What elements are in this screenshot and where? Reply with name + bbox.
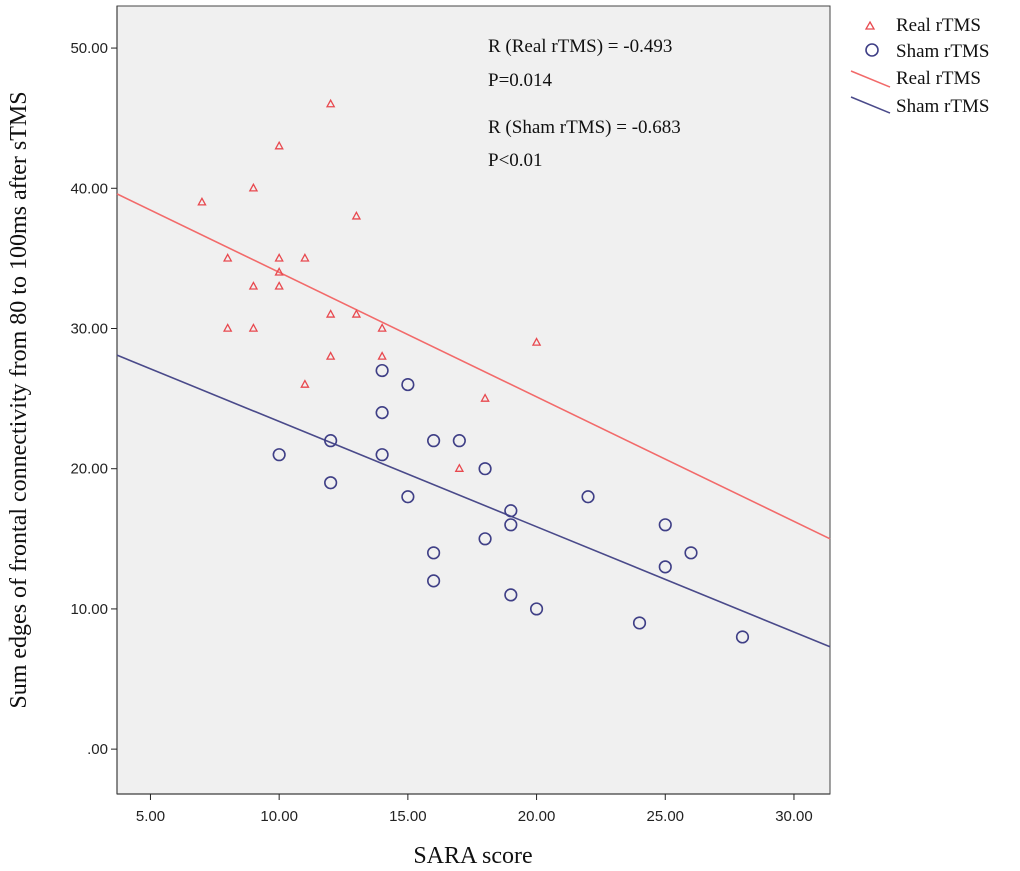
y-axis-title: Sum edges of frontal connectivity from 8… xyxy=(6,91,32,708)
legend-label-real-marker: Real rTMS xyxy=(896,15,981,36)
point-sham-rtms xyxy=(324,434,338,448)
point-sham-rtms xyxy=(504,504,518,518)
y-tick-label: 10.00 xyxy=(70,601,108,618)
plot-background xyxy=(117,6,830,794)
point-sham-rtms xyxy=(427,574,441,588)
point-real-rtms xyxy=(274,253,284,262)
legend-label-sham-marker: Sham rTMS xyxy=(896,41,989,62)
point-real-rtms xyxy=(274,267,284,276)
point-sham-rtms xyxy=(658,560,672,574)
point-real-rtms xyxy=(325,98,336,108)
y-tick-label: 50.00 xyxy=(70,40,108,57)
legend: Real rTMS Sham rTMS Real rTMS Sham rTMS xyxy=(850,15,989,117)
point-real-rtms xyxy=(351,210,362,220)
point-real-rtms xyxy=(531,337,542,346)
point-sham-rtms xyxy=(427,546,441,560)
x-axis-ticks: 5.00 10.00 15.00 20.00 25.00 30.00 xyxy=(136,794,813,825)
annotation-r-sham: R (Sham rTMS) = -0.683 xyxy=(488,117,681,138)
legend-circle-marker-icon xyxy=(865,43,879,57)
point-real-rtms xyxy=(325,309,336,318)
legend-triangle-marker-icon xyxy=(864,20,876,30)
point-real-rtms xyxy=(480,393,490,402)
point-sham-rtms xyxy=(478,462,492,476)
point-real-rtms xyxy=(274,140,284,150)
point-sham-rtms xyxy=(581,490,595,504)
point-real-rtms xyxy=(454,463,465,472)
point-sham-rtms xyxy=(375,406,389,420)
fit-line-real-rtms xyxy=(116,193,831,540)
plot-frame xyxy=(116,5,831,795)
y-tick-label: 30.00 xyxy=(70,320,108,337)
point-sham-rtms xyxy=(427,434,441,448)
x-tick-label: 25.00 xyxy=(646,808,684,825)
annotation-r-real: R (Real rTMS) = -0.493 xyxy=(488,36,672,57)
fit-line-sham-rtms xyxy=(116,354,831,648)
point-real-rtms xyxy=(377,351,387,360)
point-real-rtms xyxy=(377,323,387,332)
point-real-rtms xyxy=(351,309,362,318)
point-real-rtms xyxy=(248,182,259,192)
point-sham-rtms xyxy=(504,588,518,602)
annotation-p-sham: P<0.01 xyxy=(488,150,543,171)
point-sham-rtms xyxy=(401,377,415,392)
point-sham-rtms xyxy=(529,602,544,616)
point-sham-rtms xyxy=(632,616,647,630)
point-real-rtms xyxy=(274,281,284,290)
x-tick-label: 20.00 xyxy=(518,808,556,825)
y-tick-label: .00 xyxy=(87,741,108,758)
point-sham-rtms xyxy=(324,476,338,490)
point-real-rtms xyxy=(197,196,207,206)
fit-lines xyxy=(116,193,831,648)
point-sham-rtms xyxy=(504,518,518,532)
data-points xyxy=(197,98,750,644)
x-tick-label: 30.00 xyxy=(775,808,813,825)
point-real-rtms xyxy=(222,323,233,332)
point-real-rtms xyxy=(248,323,259,332)
point-sham-rtms xyxy=(658,518,672,532)
point-real-rtms xyxy=(300,253,310,262)
x-axis-title: SARA score xyxy=(413,843,532,869)
annotation-p-real: P=0.014 xyxy=(488,70,553,91)
point-sham-rtms xyxy=(375,448,389,462)
point-sham-rtms xyxy=(401,490,415,504)
y-tick-label: 40.00 xyxy=(70,180,108,197)
point-real-rtms xyxy=(300,379,310,388)
point-real-rtms xyxy=(325,351,336,360)
point-sham-rtms xyxy=(272,448,286,462)
point-sham-rtms xyxy=(735,630,750,644)
legend-sham-line-icon xyxy=(850,96,891,114)
point-sham-rtms xyxy=(452,434,466,448)
point-sham-rtms xyxy=(375,363,389,378)
point-real-rtms xyxy=(222,253,233,262)
x-tick-label: 5.00 xyxy=(136,808,165,825)
stats-annotations: R (Real rTMS) = -0.493 P=0.014 R (Sham r… xyxy=(488,36,681,171)
point-real-rtms xyxy=(248,281,259,290)
legend-real-line-icon xyxy=(850,70,891,88)
legend-label-sham-line: Sham rTMS xyxy=(896,96,989,117)
y-axis-ticks: .00 10.00 20.00 30.00 40.00 50.00 xyxy=(70,40,117,758)
x-tick-label: 15.00 xyxy=(389,808,427,825)
point-sham-rtms xyxy=(684,546,698,560)
point-sham-rtms xyxy=(478,532,492,546)
y-tick-label: 20.00 xyxy=(70,461,108,478)
x-tick-label: 10.00 xyxy=(260,808,298,825)
legend-label-real-line: Real rTMS xyxy=(896,68,981,89)
